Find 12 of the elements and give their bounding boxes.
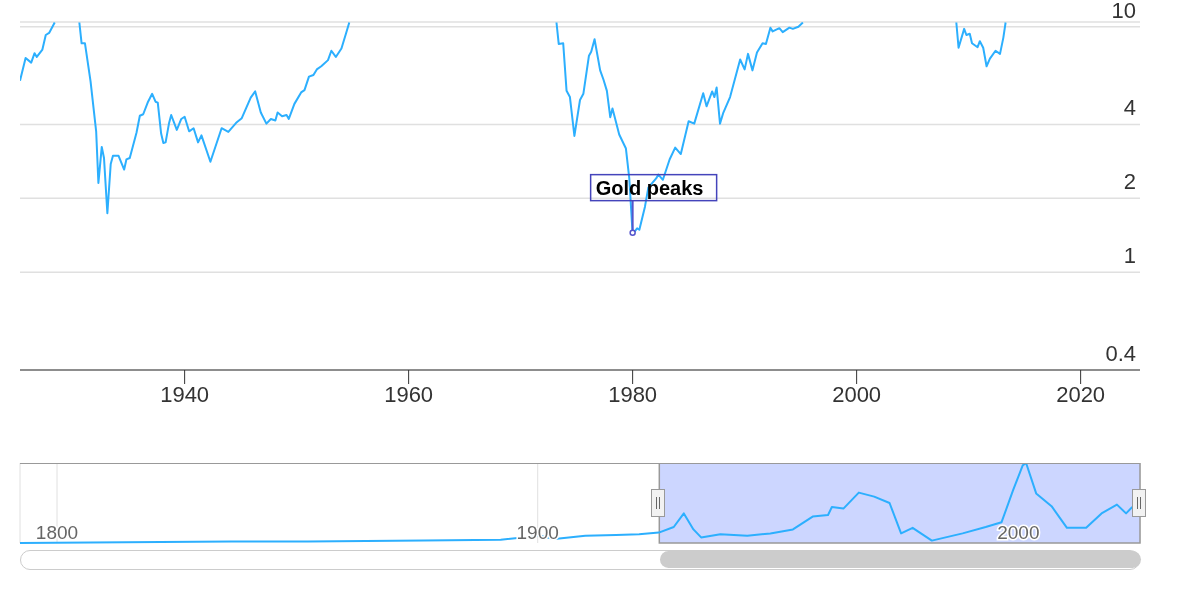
x-tick-label: 1800 xyxy=(35,522,79,543)
y-tick-label: 4 xyxy=(1123,95,1136,121)
y-tick-label: 0.4 xyxy=(1105,341,1136,366)
x-tick-label: 1960 xyxy=(384,381,434,407)
x-tick-label: 2000 xyxy=(997,522,1040,543)
x-tick-label: 2000 xyxy=(832,381,882,407)
x-tick-label: 2020 xyxy=(1056,381,1106,407)
x-tick-label: 1940 xyxy=(160,381,210,407)
y-tick-label: 1 xyxy=(1123,243,1136,269)
x-tick-label: 1980 xyxy=(608,381,658,407)
y-tick-label: 2 xyxy=(1123,169,1136,195)
y-tick-label: 10 xyxy=(1111,0,1136,23)
